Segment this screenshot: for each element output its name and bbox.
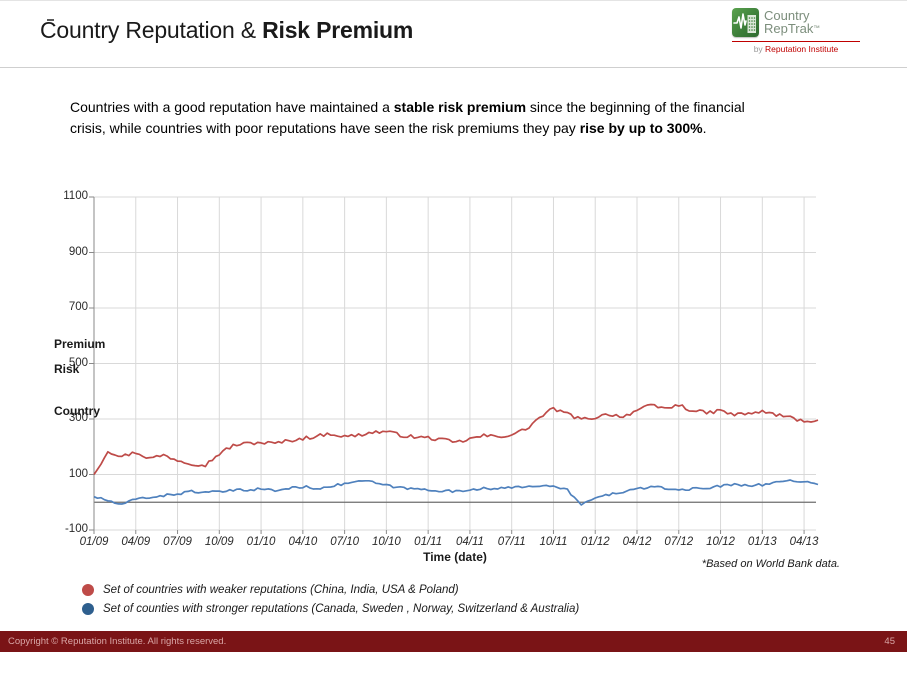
reptrak-pulse-icon [732, 8, 759, 37]
y-tick-label: 1100 [63, 190, 88, 202]
y-axis-title-word-risk: Risk [54, 362, 80, 376]
chart-footnote: *Based on World Bank data. [701, 558, 840, 570]
x-axis-title: Time (date) [423, 550, 487, 564]
x-tick-label: 01/11 [414, 536, 443, 548]
logo-wordmark: Country RepTrak™ [764, 8, 820, 35]
x-tick-label: 01/10 [246, 536, 276, 548]
legend-label-weaker: Set of countries with weaker reputations… [103, 583, 459, 596]
x-tick-label: 07/12 [664, 536, 694, 548]
x-tick-label: 04/12 [622, 536, 652, 548]
logo-tm: ™ [813, 24, 820, 32]
y-tick-label: 300 [68, 412, 88, 424]
y-axis-title-word-country: Country [54, 404, 100, 418]
title-accent-mark [47, 19, 54, 21]
x-tick-label: 10/11 [539, 536, 568, 548]
legend-dot-red [82, 583, 94, 596]
page-title-bold: Risk Premium [262, 17, 414, 43]
header-divider [0, 67, 907, 68]
y-axis-title-word-premium: Premium [54, 337, 106, 351]
country-reptrak-logo: Country RepTrak™ by Reputation Institute [732, 8, 860, 54]
x-tick-label: 04/09 [121, 536, 151, 548]
logo-line1: Country [764, 8, 810, 23]
logo-tagline-brand: Reputation Institute [765, 44, 839, 54]
x-tick-label: 04/13 [789, 536, 819, 548]
footer-copyright: Copyright © Reputation Institute. All ri… [8, 636, 227, 647]
x-tick-label: 07/10 [330, 536, 359, 548]
logo-divider [732, 41, 860, 42]
x-tick-label: 01/13 [747, 536, 777, 548]
footer-page-number: 45 [884, 636, 895, 647]
logo-line2: RepTrak [764, 20, 814, 36]
x-tick-label: 04/10 [288, 536, 318, 548]
page-title-regular: Country Reputation & [40, 17, 263, 43]
x-tick-label: 04/11 [455, 536, 484, 548]
legend-item-weaker: Set of countries with weaker reputations… [82, 580, 579, 599]
chart-legend: Set of countries with weaker reputations… [82, 580, 579, 618]
y-tick-label: 700 [68, 301, 88, 313]
logo-tagline: by Reputation Institute [732, 44, 860, 54]
y-tick-label: 900 [68, 245, 88, 258]
x-tick-label: 07/11 [497, 536, 526, 548]
legend-label-stronger: Set of counties with stronger reputation… [103, 602, 580, 615]
y-tick-label: 100 [68, 467, 88, 480]
x-tick-label: 01/09 [79, 536, 109, 548]
x-tick-label: 10/09 [204, 536, 234, 548]
legend-dot-blue [82, 602, 94, 615]
intro-paragraph: Countries with a good reputation have ma… [70, 99, 745, 136]
legend-item-stronger: Set of counties with stronger reputation… [82, 599, 579, 618]
logo-tagline-by: by [753, 44, 766, 54]
series-line-weaker [93, 403, 819, 475]
series-line-stronger [93, 479, 819, 506]
page-title: Country Reputation & Risk Premium [40, 17, 413, 44]
x-tick-label: 01/12 [580, 536, 610, 548]
y-tick-label: -100 [64, 523, 88, 535]
x-tick-label: 07/09 [163, 536, 192, 548]
y-tick-label: 500 [68, 356, 88, 369]
footer-bar: Copyright © Reputation Institute. All ri… [0, 631, 907, 652]
x-tick-label: 10/12 [706, 536, 735, 548]
x-tick-label: 10/10 [371, 536, 401, 548]
